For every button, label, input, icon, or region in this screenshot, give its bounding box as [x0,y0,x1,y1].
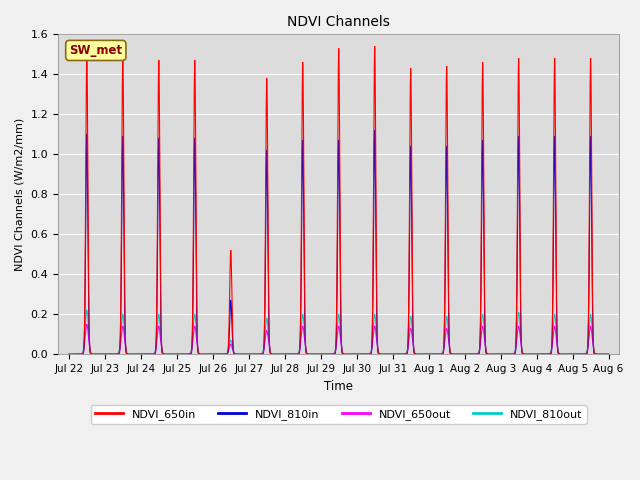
NDVI_810in [180,351,188,357]
Line: NDVI_650in: NDVI_650in [69,47,609,354]
Line: NDVI_810in: NDVI_810in [69,131,609,354]
Line: NDVI_650out: NDVI_650out [69,324,609,354]
NDVI_650out [413,351,421,357]
NDVI_650in [603,351,611,357]
NDVI_810in [175,351,182,357]
NDVI_650out [83,322,91,327]
NDVI_810out [605,351,612,357]
Y-axis label: NDVI Channels (W/m2/mm): NDVI Channels (W/m2/mm) [15,118,25,271]
NDVI_650out [180,351,188,357]
NDVI_810out [267,350,275,356]
NDVI_650in [413,351,421,357]
X-axis label: Time: Time [324,380,353,393]
NDVI_810in [605,351,612,357]
NDVI_810in [371,128,378,133]
Title: NDVI Channels: NDVI Channels [287,15,390,29]
NDVI_650in [267,351,275,357]
NDVI_650out [603,351,611,357]
Line: NDVI_810out: NDVI_810out [69,310,609,354]
NDVI_810out [603,351,611,357]
NDVI_810in [490,351,498,357]
Text: SW_met: SW_met [69,44,122,57]
NDVI_810out [490,351,498,357]
NDVI_650in [371,44,378,49]
NDVI_810out [413,351,421,357]
NDVI_650out [65,351,73,357]
NDVI_650in [605,351,612,357]
NDVI_650out [490,351,498,357]
NDVI_810out [65,351,73,357]
NDVI_810in [413,351,421,357]
Legend: NDVI_650in, NDVI_810in, NDVI_650out, NDVI_810out: NDVI_650in, NDVI_810in, NDVI_650out, NDV… [91,405,587,424]
NDVI_650out [175,351,182,357]
NDVI_650out [605,351,612,357]
NDVI_810in [603,351,611,357]
NDVI_650in [180,351,188,357]
NDVI_810out [83,307,91,313]
NDVI_650in [65,351,73,357]
NDVI_810out [175,351,182,357]
NDVI_810out [180,351,188,357]
NDVI_650in [490,351,498,357]
NDVI_650out [267,350,275,356]
NDVI_810in [267,351,275,357]
NDVI_650in [175,351,182,357]
NDVI_810in [65,351,73,357]
